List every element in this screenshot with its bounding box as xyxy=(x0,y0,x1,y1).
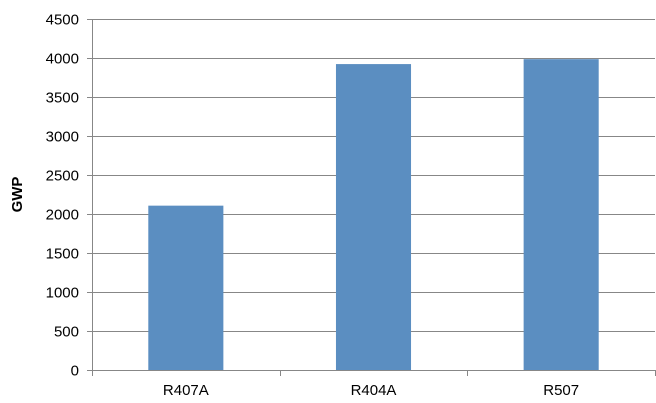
y-tick-label: 1000 xyxy=(46,285,79,302)
bar-r507 xyxy=(523,59,599,371)
x-tick-label: R404A xyxy=(351,382,397,399)
y-tick-label: 3500 xyxy=(46,90,79,107)
y-axis-title: GWP xyxy=(9,177,26,213)
bar-r407a xyxy=(148,205,224,370)
y-tick-label: 1500 xyxy=(46,246,79,263)
y-tick-label: 2000 xyxy=(46,207,79,224)
y-tick-label: 2500 xyxy=(46,168,79,185)
x-tick-label: R407A xyxy=(163,382,209,399)
y-tick-label: 0 xyxy=(71,363,79,380)
y-tick-label: 4500 xyxy=(46,12,79,29)
y-tick-label: 4000 xyxy=(46,51,79,68)
x-tick-label: R507 xyxy=(543,382,579,399)
x-tick-labels: R407A R404A R507 xyxy=(163,382,579,399)
y-tick-label: 500 xyxy=(54,324,79,341)
y-tick-labels: 0 500 1000 1500 2000 2500 3000 3500 4000 4500 xyxy=(46,12,79,380)
axes xyxy=(87,19,656,376)
bars xyxy=(148,59,599,371)
y-tick-label: 3000 xyxy=(46,129,79,146)
bar-r404a xyxy=(335,64,412,371)
